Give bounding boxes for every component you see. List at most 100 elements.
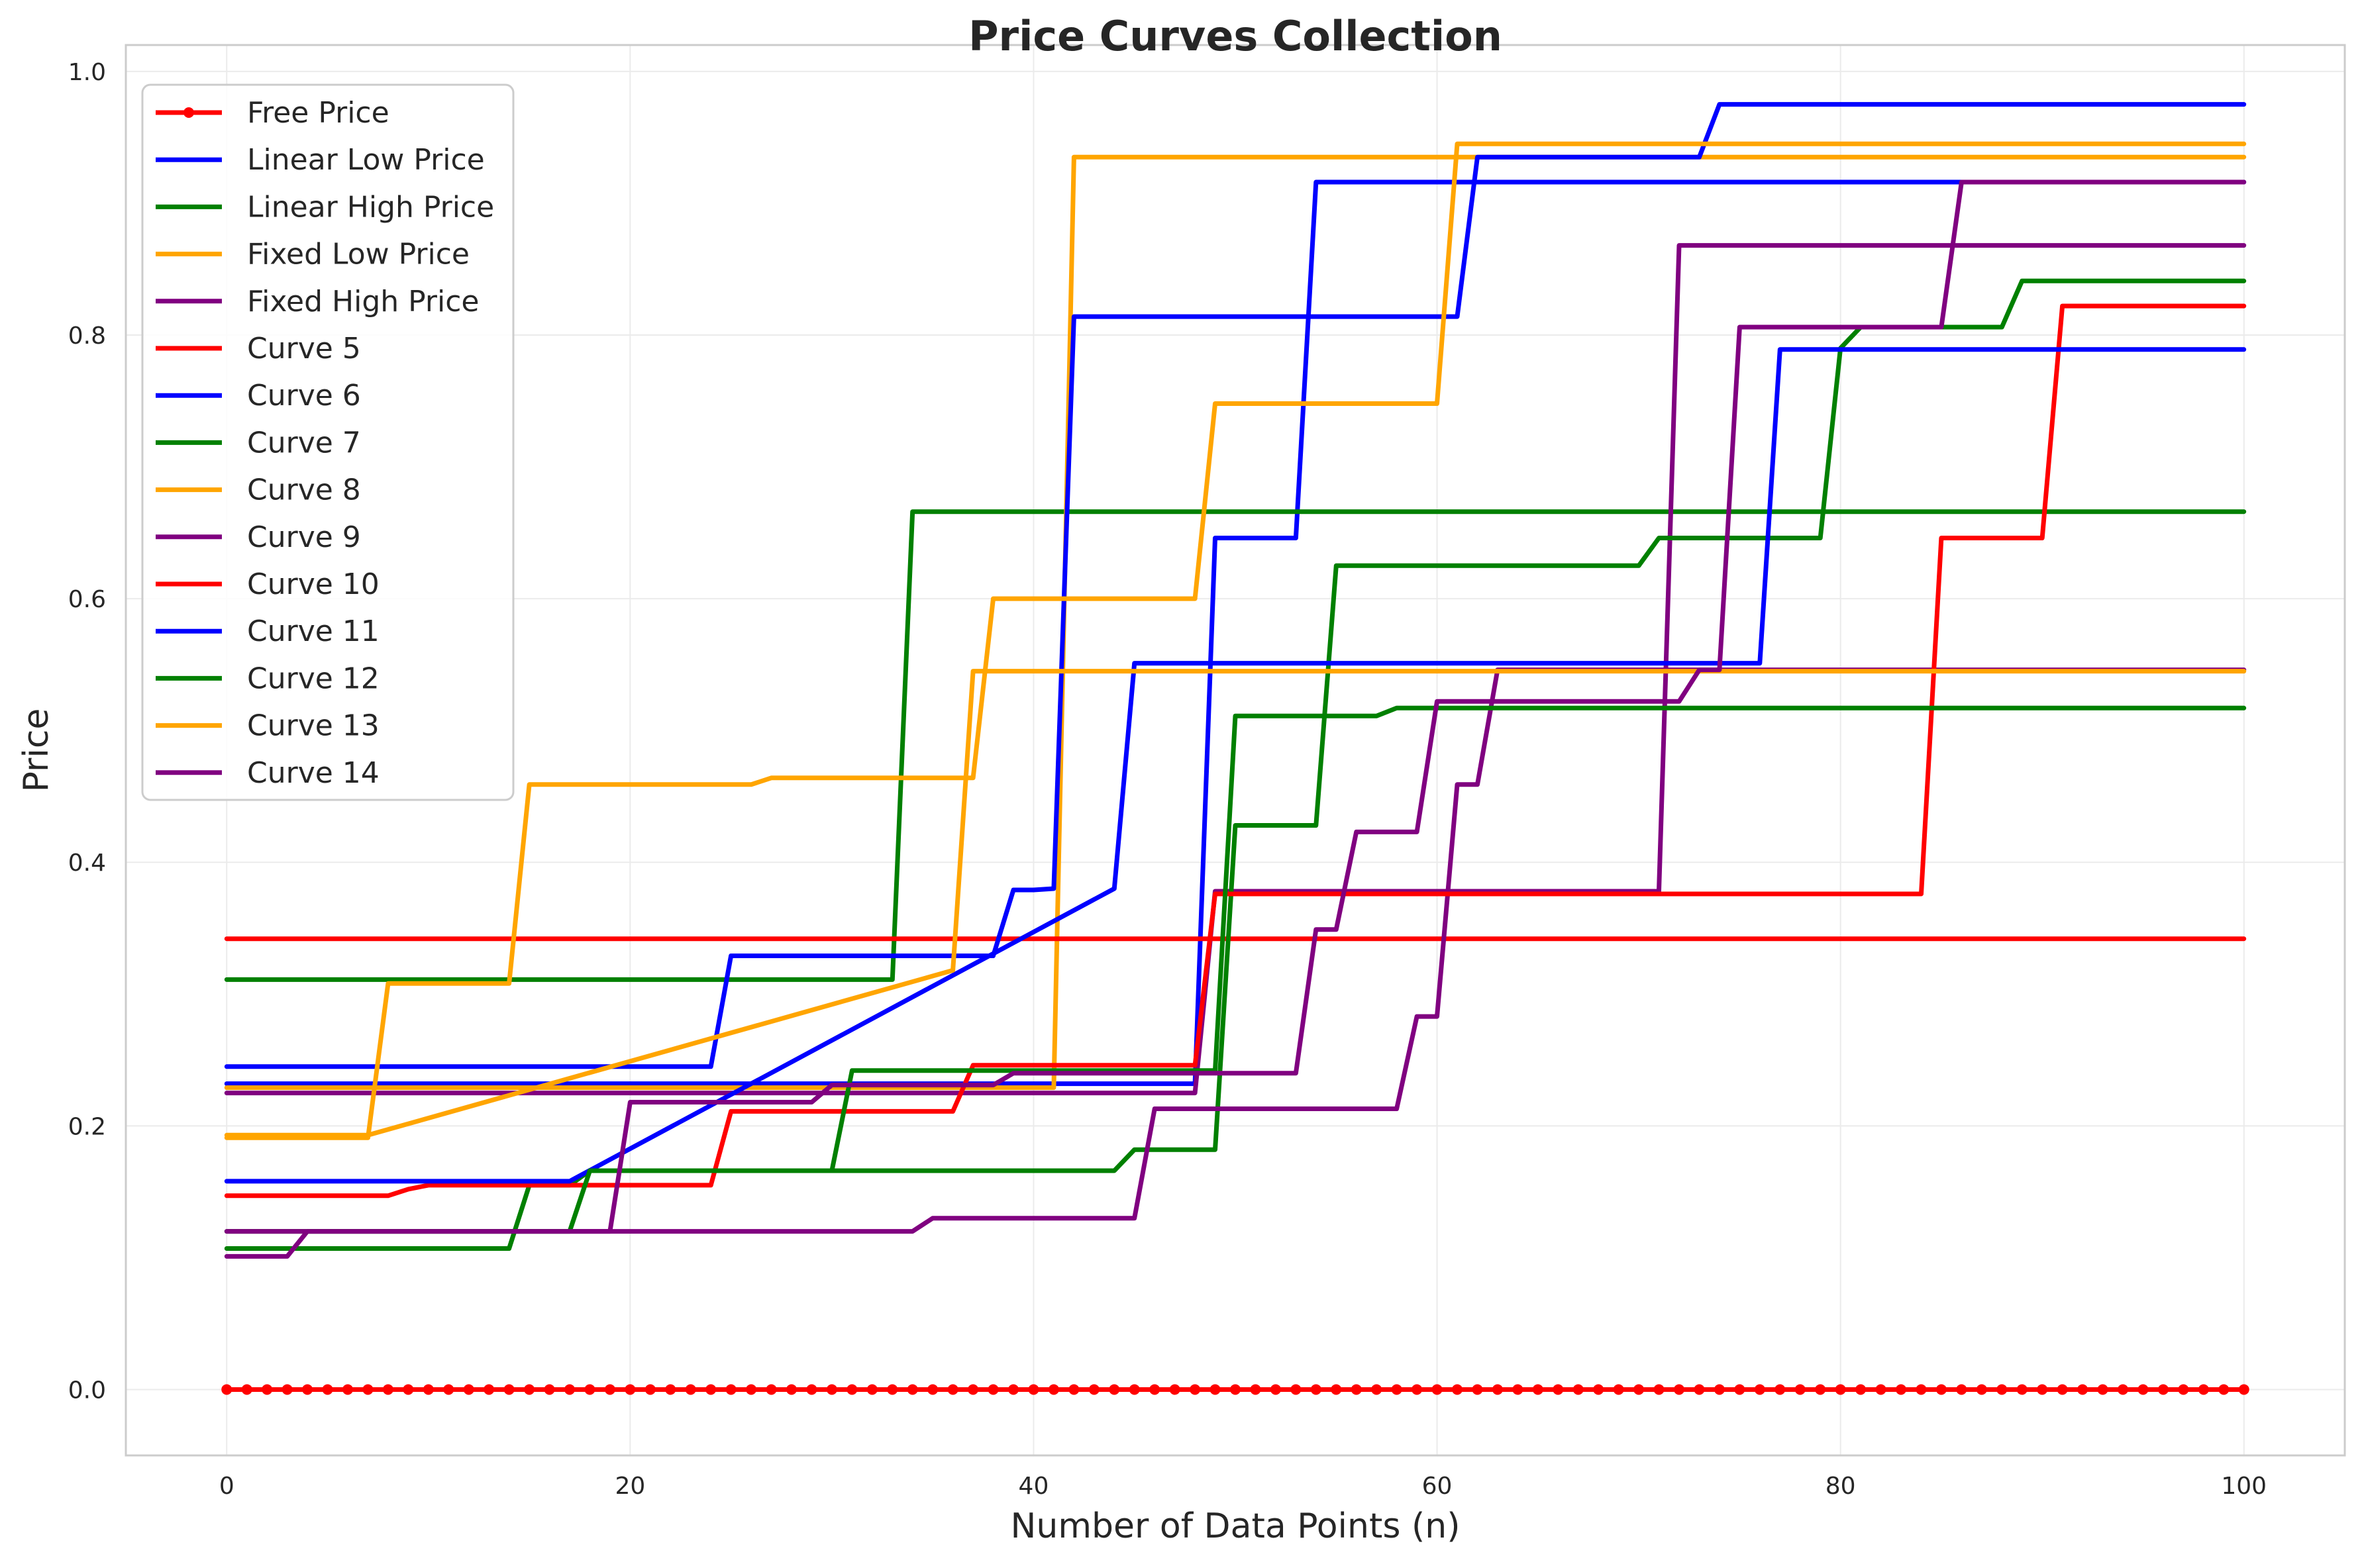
series-marker	[403, 1384, 414, 1395]
series-marker	[1088, 1384, 1100, 1395]
series-marker	[342, 1384, 353, 1395]
series-marker	[1310, 1384, 1321, 1395]
series-marker	[1976, 1384, 1987, 1395]
series-marker	[1815, 1384, 1826, 1395]
series-marker	[1714, 1384, 1725, 1395]
series-lines	[221, 102, 2249, 1395]
legend-label: Linear Low Price	[247, 143, 485, 177]
series-marker	[443, 1384, 454, 1395]
series-marker	[2037, 1384, 2048, 1395]
series-marker	[1532, 1384, 1543, 1395]
series-marker	[221, 1384, 232, 1395]
series-marker	[1734, 1384, 1745, 1395]
series-marker	[544, 1384, 555, 1395]
series-marker	[1956, 1384, 1967, 1395]
series-marker	[1855, 1384, 1867, 1395]
series-marker	[1875, 1384, 1886, 1395]
legend: Free Price Linear Low Price Linear High Pr…	[141, 83, 515, 801]
legend-label: Curve 13	[247, 709, 380, 743]
series-marker	[2118, 1384, 2128, 1395]
series-marker	[1916, 1384, 1927, 1395]
series-marker	[1109, 1384, 1120, 1395]
series-marker	[1572, 1384, 1584, 1395]
series-marker	[484, 1384, 495, 1395]
series-marker	[382, 1384, 393, 1395]
series-marker	[806, 1384, 817, 1395]
x-tick-label: 40	[1019, 1473, 1049, 1500]
series-marker	[463, 1384, 474, 1395]
series-marker	[241, 1384, 252, 1395]
y-tick-label: 0.4	[68, 850, 106, 877]
series-marker	[1149, 1384, 1160, 1395]
series-marker	[1472, 1384, 1483, 1395]
series-line-4	[224, 243, 2247, 1096]
series-marker	[1674, 1384, 1684, 1395]
legend-label: Curve 14	[247, 756, 380, 790]
series-line-2	[224, 509, 2247, 982]
series-marker	[907, 1384, 918, 1395]
series-marker	[302, 1384, 313, 1395]
series-line-10	[224, 303, 2247, 1199]
series-marker	[1694, 1384, 1705, 1395]
series-marker	[887, 1384, 898, 1395]
series-marker	[282, 1384, 293, 1395]
series-marker	[2057, 1384, 2068, 1395]
series-marker	[2097, 1384, 2108, 1395]
series-marker	[1290, 1384, 1302, 1395]
legend-swatch-marker	[183, 107, 194, 118]
series-line-1	[224, 179, 2247, 1087]
legend-box	[141, 83, 515, 801]
series-marker	[968, 1384, 979, 1395]
y-tick-label: 1.0	[68, 59, 106, 86]
series-line-8	[224, 141, 2247, 1140]
series-marker	[826, 1384, 837, 1395]
series-marker	[362, 1384, 374, 1395]
series-marker	[1190, 1384, 1201, 1395]
series-marker	[1331, 1384, 1342, 1395]
series-marker	[1250, 1384, 1261, 1395]
series-marker	[564, 1384, 575, 1395]
series-marker	[2157, 1384, 2169, 1395]
series-marker	[1794, 1384, 1806, 1395]
y-tick-label: 0.2	[68, 1113, 106, 1140]
x-tick-label: 20	[615, 1473, 645, 1500]
legend-label: Curve 8	[247, 473, 361, 507]
y-tick-label: 0.6	[68, 586, 106, 613]
series-marker	[685, 1384, 696, 1395]
series-marker	[1613, 1384, 1624, 1395]
legend-label: Linear High Price	[247, 190, 494, 224]
x-tick-label: 100	[2221, 1473, 2267, 1500]
series-line-6	[224, 102, 2247, 1069]
series-marker	[1391, 1384, 1402, 1395]
series-marker	[1431, 1384, 1443, 1395]
series-marker	[1270, 1384, 1281, 1395]
legend-label: Fixed High Price	[247, 285, 479, 318]
series-marker	[1633, 1384, 1645, 1395]
series-marker	[1452, 1384, 1463, 1395]
series-marker	[625, 1384, 636, 1395]
series-marker	[1593, 1384, 1604, 1395]
series-line-12	[224, 705, 2247, 1234]
y-tick-label: 0.0	[68, 1377, 106, 1404]
series-marker	[1512, 1384, 1523, 1395]
series-marker	[503, 1384, 515, 1395]
legend-label: Curve 7	[247, 426, 361, 460]
series-marker	[1412, 1384, 1423, 1395]
series-marker	[584, 1384, 595, 1395]
series-marker	[604, 1384, 615, 1395]
series-marker	[1774, 1384, 1786, 1395]
legend-label: Curve 12	[247, 662, 380, 695]
series-marker	[1048, 1384, 1059, 1395]
series-marker	[2198, 1384, 2209, 1395]
series-line-11	[224, 347, 2247, 1184]
series-marker	[1068, 1384, 1080, 1395]
series-marker	[1169, 1384, 1180, 1395]
x-tick-label: 60	[1422, 1473, 1453, 1500]
series-marker	[786, 1384, 797, 1395]
series-marker	[322, 1384, 333, 1395]
series-marker	[1351, 1384, 1362, 1395]
legend-label: Curve 9	[247, 520, 361, 554]
series-marker	[2137, 1384, 2149, 1395]
